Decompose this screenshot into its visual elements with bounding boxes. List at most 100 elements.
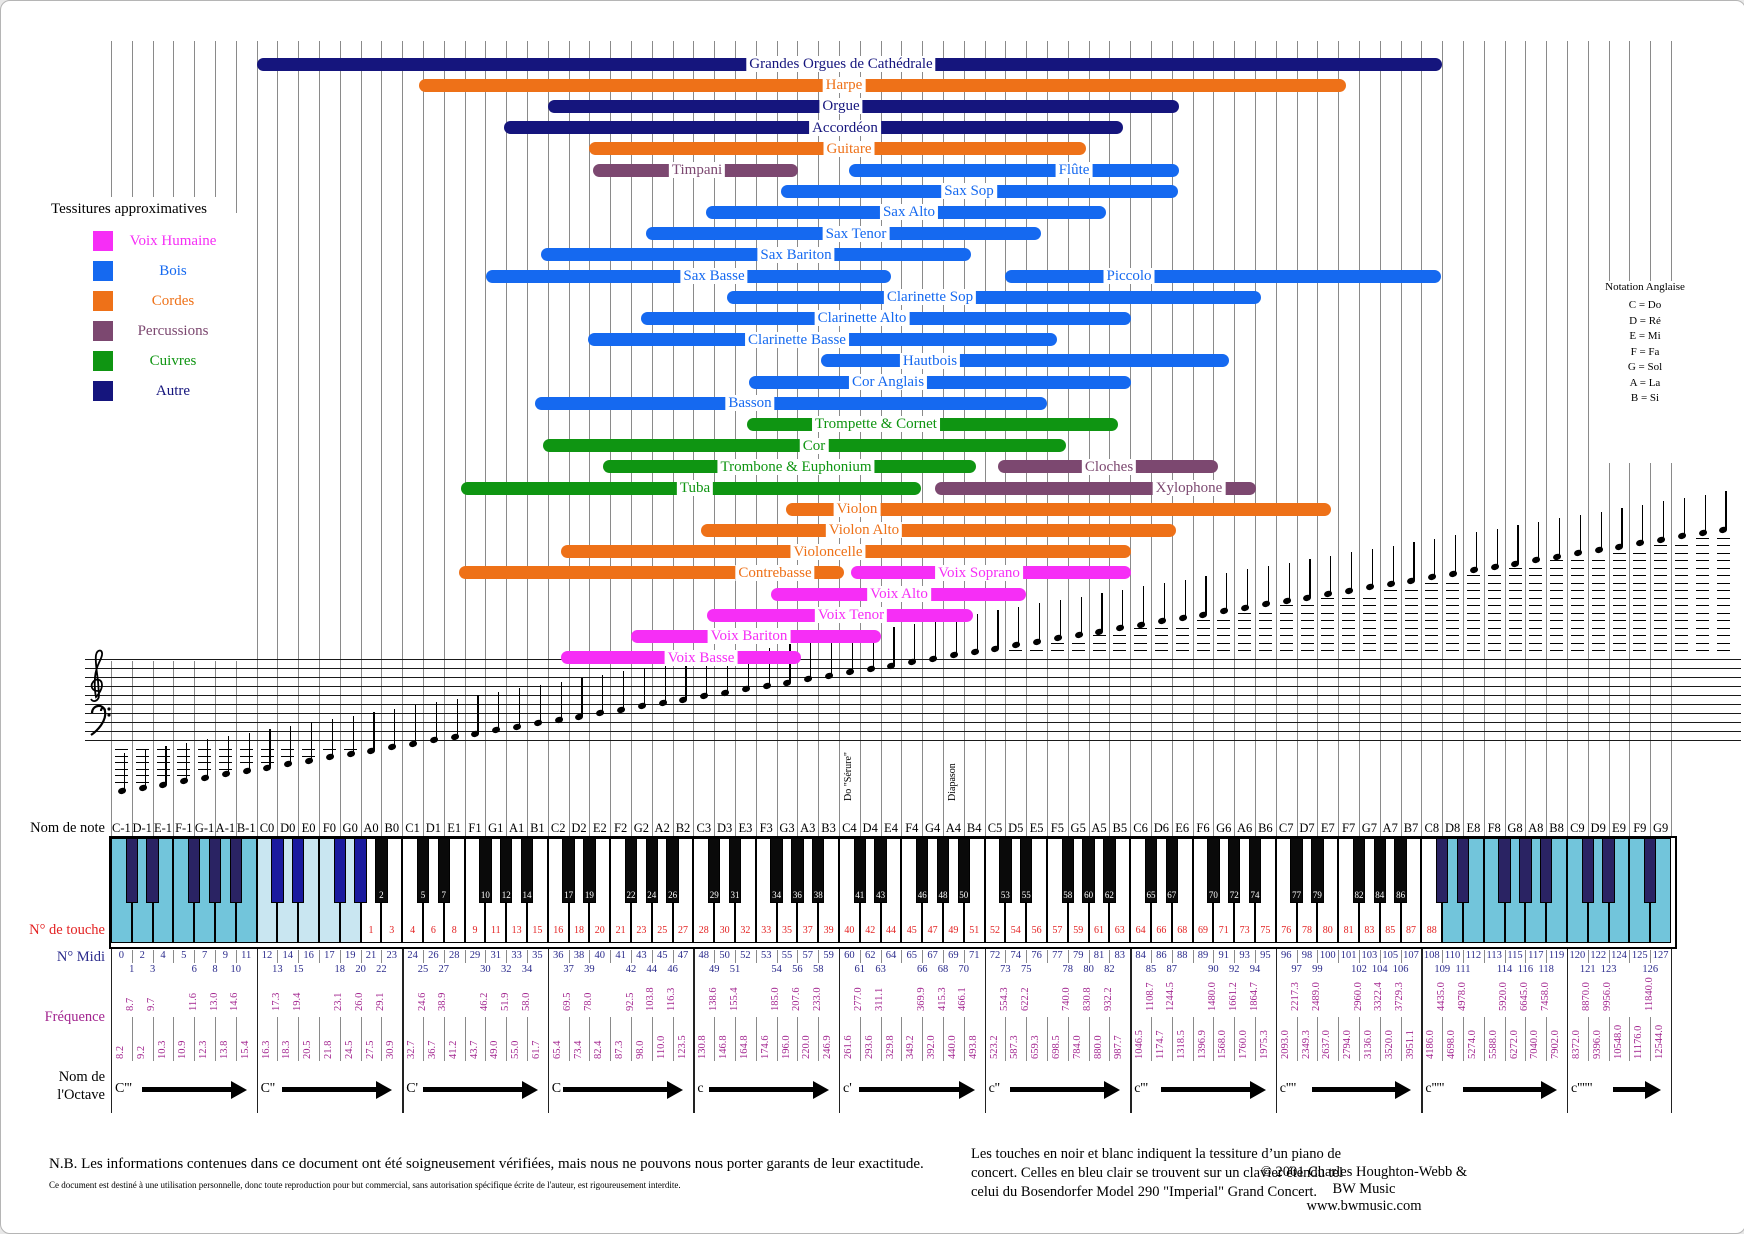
octave-name: c' <box>843 1081 852 1096</box>
treble-staff-line <box>85 695 1741 696</box>
octave-arrow-head <box>667 1080 684 1099</box>
range-bar-label: Sax Sop <box>941 183 997 200</box>
note-name: C7 <box>1278 821 1294 835</box>
row-label-note-name: Nom de note <box>30 820 105 836</box>
notation-line: E = Mi <box>1629 330 1661 342</box>
ledger-line <box>198 755 212 757</box>
ledger-line <box>1591 612 1605 614</box>
midi-number-black: 22 <box>376 964 387 975</box>
black-key-number: 17 <box>564 890 574 900</box>
midi-separator <box>776 950 778 963</box>
octave-arrow-head <box>1249 1080 1266 1099</box>
midi-separator <box>818 950 820 963</box>
ledger-line <box>1716 597 1730 599</box>
frequency-white: 82.4 <box>593 1040 605 1059</box>
midi-number-white: 84 <box>1135 950 1146 961</box>
freq-separator <box>1400 1017 1402 1061</box>
gridline <box>1067 41 1069 838</box>
ledger-line <box>1695 635 1709 637</box>
frequency-black: 1661.2 <box>1227 982 1239 1011</box>
frequency-white: 5274.0 <box>1466 1030 1478 1059</box>
note-name: C6 <box>1133 821 1148 835</box>
ledger-line <box>1425 590 1439 592</box>
midi-separator <box>610 950 612 963</box>
ledger-line <box>1570 567 1584 569</box>
ledger-line <box>177 768 191 770</box>
ledger-line <box>1466 590 1480 592</box>
ledger-line <box>198 768 212 770</box>
footer-copyright: © 2001 Charles Houghton-Webb & BW Music … <box>1259 1164 1469 1215</box>
freq-separator <box>1213 1017 1215 1061</box>
keyboard-frame <box>109 836 1677 949</box>
ledger-line <box>1238 620 1252 622</box>
white-key-number: 16 <box>553 925 564 936</box>
frequency-white: 349.2 <box>905 1035 917 1059</box>
legend-swatch-bois <box>93 261 113 281</box>
white-key-number: 11 <box>490 925 501 936</box>
white-key-number: 66 <box>1156 925 1167 936</box>
note-name: E-1 <box>153 821 173 835</box>
note-name: F6 <box>1196 821 1210 835</box>
black-key <box>291 838 305 903</box>
black-key <box>1352 838 1366 903</box>
notation-lines: C = Do D = Ré E = Mi F = Fa G = Sol A = La B =… <box>1595 298 1695 407</box>
midi-separator <box>631 950 632 963</box>
black-key-number: 60 <box>1084 890 1094 900</box>
ledger-line <box>1466 575 1480 577</box>
ledger-line <box>1654 582 1668 584</box>
note-stem <box>623 671 625 710</box>
ledger-line <box>1716 605 1730 607</box>
ledger-line <box>1529 575 1543 577</box>
ledger-line <box>1591 642 1605 644</box>
midi-number-white: 12 <box>261 950 273 961</box>
note-name: F1 <box>468 821 482 835</box>
midi-number-white: 52 <box>740 950 751 961</box>
black-key <box>1435 838 1449 903</box>
gridline <box>152 661 154 838</box>
frequency-white: 30.9 <box>385 1040 397 1059</box>
black-key <box>1498 838 1511 903</box>
frequency-white: 3951.1 <box>1404 1030 1416 1059</box>
gridline <box>1400 41 1402 838</box>
note-stem <box>955 617 958 655</box>
note-name: E5 <box>1029 821 1044 835</box>
white-key-number: 27 <box>678 925 688 936</box>
legend-item: Cuivres <box>37 346 233 376</box>
ledger-line <box>1342 650 1356 652</box>
midi-separator <box>1171 950 1173 963</box>
midi-separator <box>1442 950 1444 963</box>
ledger-line <box>1570 582 1584 584</box>
range-bar-label: Voix Tenor <box>814 607 888 624</box>
bass-staff-line <box>85 740 1741 741</box>
black-key <box>1165 838 1179 903</box>
frequency-white: 65.4 <box>551 1040 563 1059</box>
white-key-number: 49 <box>948 925 959 936</box>
row-label-midi: N° Midi <box>56 949 105 965</box>
frequency-white: 4698.0 <box>1446 1030 1458 1059</box>
midi-number-black: 66 <box>916 964 928 975</box>
ledger-line <box>1550 560 1564 562</box>
note-name: B5 <box>1112 821 1128 835</box>
ledger-line <box>156 749 170 751</box>
ledger-line <box>1570 612 1584 614</box>
ledger-line <box>1591 620 1605 622</box>
note-name: E3 <box>738 821 753 835</box>
range-bar-label: Voix Soprano <box>935 564 1023 581</box>
black-key-number: 65 <box>1146 890 1156 900</box>
ledger-line <box>1591 575 1605 577</box>
freq-separator <box>755 1017 757 1061</box>
legend-item: Bois <box>37 256 233 286</box>
midi-separator <box>152 950 154 963</box>
frequency-white: 880.0 <box>1092 1035 1104 1059</box>
ledger-line <box>1071 650 1085 652</box>
frequency-black: 11.6 <box>187 993 199 1011</box>
ledger-line <box>1633 620 1647 622</box>
midi-separator <box>1463 950 1464 963</box>
ledger-line <box>156 755 170 757</box>
gridline <box>1171 41 1173 838</box>
black-key-number: 26 <box>668 890 678 900</box>
ledger-line <box>1654 650 1668 652</box>
midi-number-black: 70 <box>958 964 970 975</box>
midi-number-black: 121 <box>1579 964 1596 975</box>
